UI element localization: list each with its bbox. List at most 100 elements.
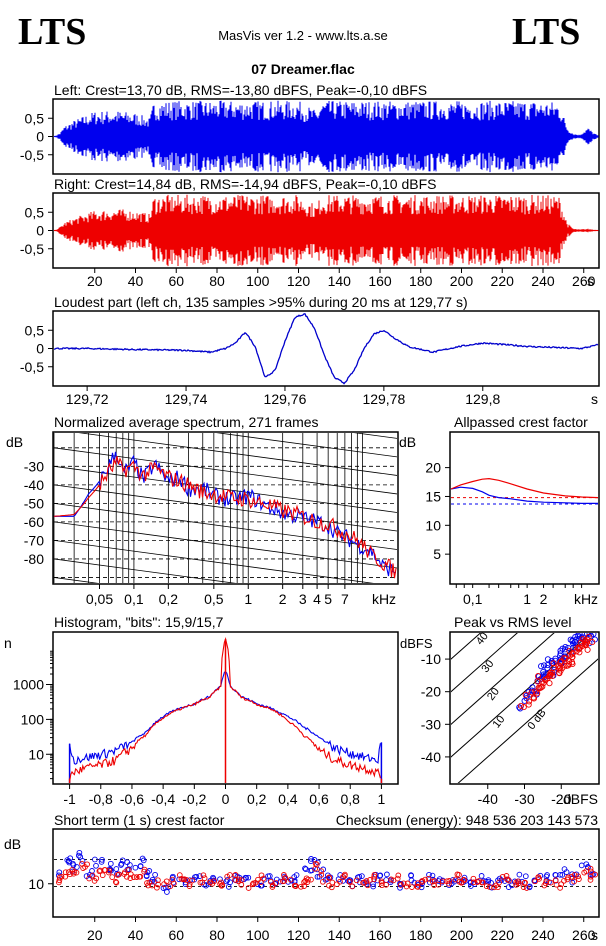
short-crest-point-right (483, 883, 490, 890)
short-crest-point-right (167, 883, 174, 890)
short-crest-point-left (132, 864, 139, 871)
short-crest-point-left (98, 859, 105, 865)
peak-rms-point-right (569, 649, 576, 657)
peak-rms-point-right (561, 654, 568, 661)
peak-rms-frame (449, 631, 600, 785)
short-crest-point-right (186, 883, 193, 889)
short-crest-xtick-label: 220 (491, 927, 515, 943)
short-crest-point-left (426, 871, 432, 878)
short-crest-point-left (265, 873, 271, 880)
crest-ytick-label: 10 (425, 517, 441, 533)
peak-rms-point-right (535, 684, 542, 691)
peak-rms-point-right (534, 690, 541, 697)
peak-rms-title: Peak vs RMS level (454, 614, 571, 630)
short-crest-point-right (458, 879, 465, 886)
short-crest-point-right (113, 879, 120, 886)
short-crest-point-right (425, 875, 432, 882)
short-crest-point-right (557, 885, 563, 891)
spectrum-slope-line (216, 433, 397, 458)
peak-rms-ytick-label: -10 (421, 651, 441, 667)
short-crest-point-right (180, 876, 187, 883)
spectrum-xtick-label: 0,2 (159, 591, 179, 607)
short-crest-point-left (311, 857, 318, 863)
short-crest-point-right (326, 882, 332, 889)
short-crest-point-right (320, 878, 326, 885)
peak-rms-point-right (589, 639, 596, 646)
peak-rms-point-left (541, 662, 548, 669)
peak-rms-point-left (576, 633, 583, 638)
short-crest-point-left (193, 873, 200, 880)
left-waveform-title: Left: Crest=13,70 dB, RMS=-13,80 dBFS, P… (54, 82, 427, 98)
short-crest-point-right (235, 876, 242, 883)
short-crest-point-right (504, 876, 511, 883)
short-crest-point-right (439, 878, 446, 885)
short-crest-xtick-label: 160 (368, 927, 392, 943)
short-crest-xtick-label: 100 (246, 927, 270, 943)
short-crest-point-right (141, 868, 147, 875)
spectrum-slope-line (54, 484, 397, 532)
right-waveform-title: Right: Crest=14,84 dB, RMS=-14,94 dBFS, … (54, 176, 436, 192)
peak-rms-diagonal (451, 633, 482, 660)
right-waveform-xtick-label: 220 (491, 273, 515, 289)
short-crest-xtick-label: 60 (168, 927, 184, 943)
short-crest-point-right (115, 871, 122, 878)
spectrum-xtick-label: 1 (244, 591, 252, 607)
peak-rms-point-left (540, 668, 547, 676)
short-crest-point-right (520, 884, 527, 890)
short-crest-point-right (371, 876, 377, 883)
peak-rms-point-right (539, 683, 546, 690)
short-crest-point-right (260, 875, 267, 882)
spectrum-slope-line (78, 433, 397, 476)
histogram-xtick-label: -1 (63, 791, 76, 807)
short-crest-point-left (359, 873, 365, 879)
peak-rms-point-right (575, 646, 582, 653)
short-crest-point-right (371, 873, 378, 880)
short-crest-point-right (346, 879, 353, 885)
peak-rms-point-right (525, 701, 532, 708)
short-crest-point-left (224, 877, 231, 883)
short-crest-point-left (370, 883, 377, 890)
short-crest-point-right (227, 872, 233, 878)
short-crest-point-right (587, 873, 594, 880)
short-crest-point-left (210, 875, 217, 882)
short-crest-point-right (575, 873, 581, 880)
file-name: 07 Dreamer.flac (251, 61, 355, 77)
short-crest-point-right (200, 872, 207, 879)
crest-line-right (450, 477, 599, 499)
short-crest-xunit: s (591, 927, 598, 943)
crest-ytick-label: 20 (425, 460, 441, 476)
short-crest-point-left (569, 871, 575, 878)
short-crest-point-left (151, 878, 158, 885)
spectrum-xtick-label: 0,5 (204, 591, 224, 607)
short-crest-point-right (312, 860, 319, 867)
short-crest-point-left (107, 860, 114, 867)
loudest-part-xtick-label: 129,8 (465, 391, 500, 407)
short-crest-point-left (496, 875, 503, 882)
spectrum-ytick-label: -70 (24, 532, 44, 548)
spectrum-ytick-label: -60 (24, 514, 44, 530)
spectrum-xtick-label: 3 (299, 591, 307, 607)
crest-ytick-label: 15 (425, 488, 441, 504)
short-crest-xtick-label: 180 (409, 927, 433, 943)
short-crest-point-right (592, 871, 599, 878)
short-crest-point-right (491, 884, 497, 891)
short-crest-point-right (349, 883, 356, 890)
short-crest-xtick-label: 80 (209, 927, 225, 943)
short-crest-point-right (318, 871, 325, 878)
peak-rms-point-right (549, 672, 556, 680)
short-crest-point-left (99, 856, 105, 863)
peak-rms-point-right (582, 641, 589, 648)
short-crest-point-left (76, 849, 83, 856)
short-crest-point-right (145, 882, 151, 889)
short-crest-point-right (146, 879, 153, 886)
histogram-xtick-label: 0,4 (278, 791, 298, 807)
histogram-xtick-label: -0,6 (120, 791, 144, 807)
short-crest-xtick-label: 140 (328, 927, 352, 943)
short-crest-point-left (113, 866, 120, 872)
spectrum-xtick-label: 0,05 (86, 591, 113, 607)
short-crest-point-right (435, 881, 442, 888)
short-crest-point-right (91, 878, 98, 884)
short-crest-point-left (137, 863, 144, 870)
